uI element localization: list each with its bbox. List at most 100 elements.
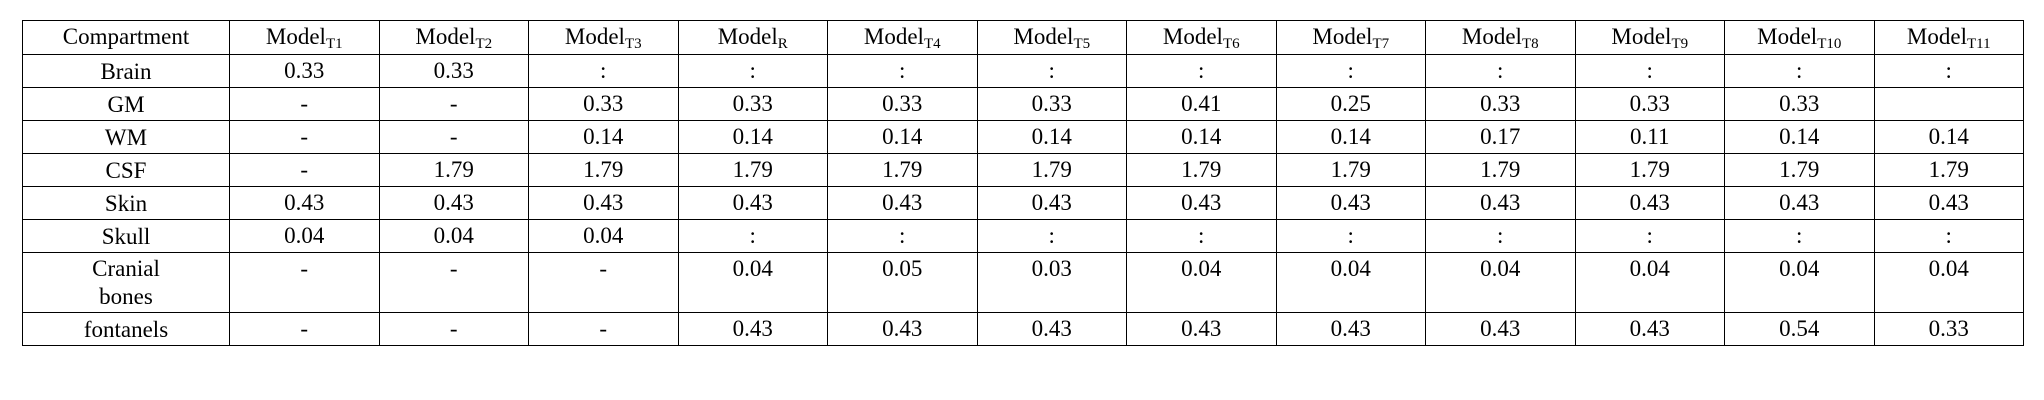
- table-cell: 0.14: [1873, 120, 2024, 154]
- table-cell: 0.04: [677, 252, 828, 313]
- cell-value: 0.14: [1031, 124, 1072, 149]
- table-row: WM - - 0.14 0.14 0.14 0.14 0.14 0.14 0.17 0.11 0.14…: [22, 120, 2024, 154]
- table-cell: 0.04: [1574, 252, 1725, 313]
- header-cell: ModelT3: [528, 20, 679, 55]
- cell-value: -: [300, 91, 309, 116]
- table-row: CSF - 1.79 1.79 1.79 1.79 1.79 1.79 1.79 1.79 1.79…: [22, 153, 2024, 187]
- cell-value: -: [300, 316, 309, 341]
- table-cell: 0.04: [1425, 252, 1576, 313]
- cell-value: -: [599, 316, 608, 341]
- table-cell: 0.33: [827, 87, 978, 121]
- cell-value: 1.79: [1031, 157, 1072, 182]
- header-subscript: T5: [1073, 36, 1091, 52]
- header-text: Model: [1611, 24, 1672, 49]
- row-label: WM: [104, 124, 148, 150]
- cell-value: -: [449, 316, 458, 341]
- table-cell: 0.14: [528, 120, 679, 154]
- table-cell: -: [528, 312, 679, 346]
- table-cell: :: [528, 54, 679, 88]
- header-text: Model: [415, 24, 476, 49]
- cell-value: 0.43: [1928, 190, 1969, 215]
- table-cell: 0.14: [827, 120, 978, 154]
- cell-value: 1.79: [433, 157, 474, 182]
- row-label-cell: GM: [22, 87, 230, 121]
- header-cell: ModelR: [677, 20, 828, 55]
- table-row: Cranial bones - - - 0.04 0.05 0.03 0.04 0.04 0.04…: [22, 252, 2024, 313]
- table-cell: 0.54: [1724, 312, 1875, 346]
- row-label-cell: Cranial bones: [22, 252, 230, 313]
- cell-value: 0.05: [882, 256, 923, 281]
- table-cell: :: [827, 219, 978, 253]
- table-cell: 0.03: [976, 252, 1127, 313]
- cell-value: 0.43: [1480, 190, 1521, 215]
- table-cell: 1.79: [976, 153, 1127, 187]
- header-cell: ModelT9: [1574, 20, 1725, 55]
- header-cell: ModelT4: [827, 20, 978, 55]
- data-table: Compartment ModelT1 ModelT2 ModelT3 ModelR Mo…: [22, 20, 2024, 346]
- cell-value: :: [1796, 58, 1803, 83]
- table-cell: 0.43: [976, 186, 1127, 220]
- cell-value: -: [300, 157, 309, 182]
- cell-value: 0.04: [1629, 256, 1670, 281]
- header-subscript: T3: [624, 36, 642, 52]
- cell-value: 1.79: [1480, 157, 1521, 182]
- cell-value: 0.43: [882, 190, 923, 215]
- table-cell: -: [528, 252, 679, 313]
- table-cell: 0.33: [1873, 312, 2024, 346]
- cell-value: 1.79: [1181, 157, 1222, 182]
- header-subscript: T4: [923, 36, 941, 52]
- table-row: fontanels - - - 0.43 0.43 0.43 0.43 0.43 0.43 0.43…: [22, 312, 2024, 346]
- table-cell: -: [378, 120, 529, 154]
- cell-value: 0.11: [1630, 124, 1670, 149]
- cell-value: 0.43: [1779, 190, 1820, 215]
- row-label-cell: WM: [22, 120, 230, 154]
- cell-value: 0.14: [1181, 124, 1222, 149]
- table-cell: :: [1574, 54, 1725, 88]
- table-cell: 1.79: [677, 153, 828, 187]
- header-row: Compartment ModelT1 ModelT2 ModelT3 ModelR Mo…: [22, 20, 2024, 55]
- cell-value: 0.04: [1928, 256, 1969, 281]
- row-label-cell: Skull: [22, 219, 230, 253]
- cell-value: 0.43: [732, 316, 773, 341]
- table-cell: 0.43: [1574, 186, 1725, 220]
- table-cell: 0.04: [1873, 252, 2024, 313]
- cell-value: 0.14: [1928, 124, 1969, 149]
- cell-value: 0.43: [433, 190, 474, 215]
- row-label-cell: Skin: [22, 186, 230, 220]
- table-cell: 1.79: [1873, 153, 2024, 187]
- table-cell: 1.79: [528, 153, 679, 187]
- cell-value: 0.04: [284, 223, 325, 248]
- table-cell: 0.14: [1724, 120, 1875, 154]
- cell-value: :: [1048, 58, 1055, 83]
- header-text: Model: [1013, 24, 1074, 49]
- header-text: Model: [717, 24, 778, 49]
- cell-value: :: [749, 223, 756, 248]
- cell-value: 0.43: [1031, 316, 1072, 341]
- table-cell: :: [677, 54, 828, 88]
- table-cell: -: [378, 312, 529, 346]
- cell-value: :: [1198, 58, 1205, 83]
- header-cell: Compartment: [22, 20, 230, 55]
- row-label: CSF: [105, 157, 147, 183]
- table-cell: 0.33: [1425, 87, 1576, 121]
- row-label-cell: fontanels: [22, 312, 230, 346]
- header-cell: ModelT5: [976, 20, 1127, 55]
- cell-value: 0.43: [1330, 316, 1371, 341]
- cell-value: 0.33: [882, 91, 923, 116]
- header-text: Model: [863, 24, 924, 49]
- cell-value: :: [1347, 58, 1354, 83]
- row-label-cell: CSF: [22, 153, 230, 187]
- table-cell: :: [1126, 54, 1277, 88]
- table-cell: 0.04: [1126, 252, 1277, 313]
- cell-value: 1.79: [882, 157, 923, 182]
- table-cell: :: [1873, 54, 2024, 88]
- cell-value: -: [300, 256, 309, 281]
- cell-value: 0.14: [1779, 124, 1820, 149]
- table-cell: -: [229, 312, 380, 346]
- table-cell: 0.43: [976, 312, 1127, 346]
- cell-value: 0.14: [732, 124, 773, 149]
- cell-value: :: [1646, 223, 1653, 248]
- header-subscript: T8: [1521, 36, 1539, 52]
- cell-value: 0.14: [882, 124, 923, 149]
- table-cell: :: [976, 54, 1127, 88]
